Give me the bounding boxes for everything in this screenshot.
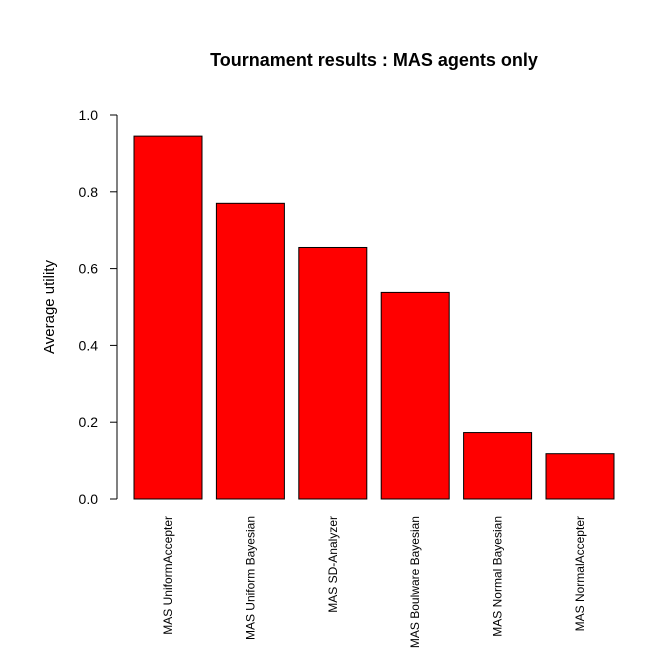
x-category-label: MAS Uniform Bayesian	[243, 516, 257, 640]
bar	[545, 453, 615, 500]
category-labels: MAS UniformAccepter MAS Uniform Bayesian M…	[161, 516, 587, 648]
bar	[380, 291, 450, 500]
x-category-label: MAS NormalAccepter	[573, 516, 587, 631]
bars-group	[133, 135, 615, 500]
x-category-label: MAS Normal Bayesian	[491, 516, 505, 637]
y-tick-label: 0.4	[79, 337, 99, 353]
y-axis: 0.0 0.2 0.4 0.6 0.8 1.0	[79, 107, 118, 507]
bar	[133, 135, 203, 500]
y-tick-label: 0.0	[79, 491, 99, 507]
y-tick-label: 0.8	[79, 184, 99, 200]
y-tick-label: 0.2	[79, 414, 99, 430]
bar	[215, 202, 285, 500]
chart-title: Tournament results : MAS agents only	[210, 50, 538, 70]
x-category-label: MAS UniformAccepter	[161, 516, 175, 635]
x-category-label: MAS Boulware Bayesian	[408, 516, 422, 648]
bar	[463, 432, 533, 500]
y-tick-label: 1.0	[79, 107, 99, 123]
y-axis-label: Average utility	[41, 260, 58, 354]
x-category-label: MAS SD-Analyzer	[326, 516, 340, 613]
bar	[298, 246, 368, 500]
y-tick-label: 0.6	[79, 261, 99, 277]
